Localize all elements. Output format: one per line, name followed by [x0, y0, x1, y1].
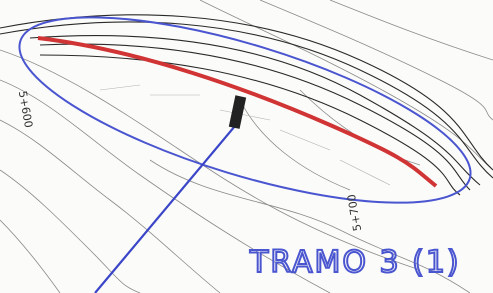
road-edge [0, 22, 493, 178]
map: 5+600 5+700 TRAMO 3 (1) [0, 0, 493, 293]
contour [0, 120, 220, 293]
station-label: 5+700 [345, 193, 364, 232]
handwritten-note: TRAMO 3 (1) [249, 245, 461, 280]
pointer-line [95, 120, 240, 293]
page: 5+600 5+700 TRAMO 3 (1) (() => { const d… [0, 0, 493, 293]
contour [240, 100, 350, 190]
contour [0, 220, 60, 293]
contour [0, 170, 140, 293]
contour [330, 0, 493, 60]
